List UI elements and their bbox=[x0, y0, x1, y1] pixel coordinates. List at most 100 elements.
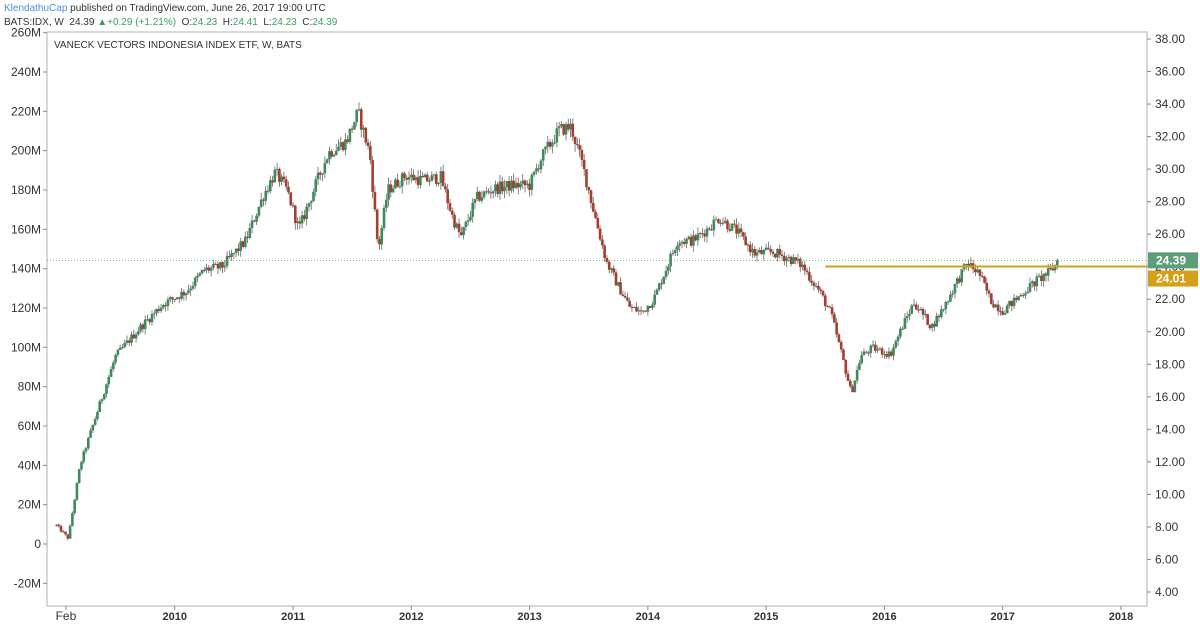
candle-body bbox=[143, 319, 147, 330]
candle-body bbox=[59, 526, 63, 532]
x-tick-label: 2010 bbox=[162, 611, 186, 623]
candle-body bbox=[601, 239, 604, 246]
candle-body bbox=[116, 349, 120, 355]
candle-body bbox=[778, 249, 782, 255]
candle-body bbox=[1037, 275, 1041, 277]
candle-body bbox=[425, 174, 429, 182]
candle-body bbox=[446, 189, 449, 204]
last-price-tag bbox=[1148, 252, 1198, 269]
right-tick-label: 30.00 bbox=[1155, 162, 1185, 176]
candle-body bbox=[630, 306, 634, 308]
candle-body bbox=[758, 250, 761, 253]
left-tick-label: 60M bbox=[18, 419, 41, 433]
candle-body bbox=[496, 184, 500, 195]
candle-body bbox=[494, 184, 497, 192]
publish-line: KlendathuCap published on TradingView.co… bbox=[4, 2, 326, 15]
candle-body bbox=[874, 344, 877, 351]
candle-body bbox=[391, 188, 395, 193]
candle-body bbox=[591, 202, 595, 212]
candle-body bbox=[942, 309, 945, 311]
right-tick-label: 26.00 bbox=[1155, 227, 1185, 241]
candle-body bbox=[1005, 305, 1009, 314]
left-tick-label: 80M bbox=[18, 380, 41, 394]
candle-body bbox=[414, 177, 418, 181]
candle-body bbox=[1015, 297, 1018, 300]
candle-body bbox=[127, 340, 131, 343]
candle-body bbox=[437, 183, 440, 185]
candle-body bbox=[698, 233, 702, 235]
candle-body bbox=[314, 179, 318, 192]
candle-body bbox=[901, 328, 904, 330]
candle-body bbox=[673, 250, 677, 254]
candle-body bbox=[858, 363, 861, 370]
candle-body bbox=[623, 296, 627, 298]
candle-body bbox=[64, 531, 67, 535]
x-tick-label: 2017 bbox=[990, 611, 1014, 623]
candle-body bbox=[978, 269, 982, 276]
candle-body bbox=[189, 288, 192, 291]
candle-body bbox=[89, 430, 92, 438]
candle-body bbox=[835, 322, 838, 335]
chart-header: KlendathuCap published on TradingView.co… bbox=[0, 0, 1200, 32]
candle-body bbox=[457, 223, 461, 233]
candle-body bbox=[1044, 273, 1048, 276]
candle-body bbox=[489, 192, 493, 194]
candle-body bbox=[337, 146, 340, 151]
candle-body bbox=[387, 184, 390, 200]
candle-body bbox=[705, 228, 709, 237]
candle-body bbox=[423, 174, 427, 178]
candle-body bbox=[157, 309, 161, 311]
candle-body bbox=[660, 283, 663, 285]
candle-body bbox=[887, 351, 891, 357]
candle-body bbox=[303, 215, 306, 220]
right-tick-label: 6.00 bbox=[1155, 552, 1179, 566]
candle-body bbox=[243, 236, 247, 247]
plot-area[interactable] bbox=[46, 31, 1148, 607]
candle-body bbox=[723, 220, 727, 223]
publish-info: published on TradingView.com, June 26, 2… bbox=[70, 3, 326, 14]
candle-body bbox=[546, 141, 550, 147]
candle-body bbox=[805, 270, 809, 273]
candle-body bbox=[737, 228, 741, 234]
candle-body bbox=[118, 347, 122, 350]
candle-body bbox=[396, 179, 399, 187]
candle-body bbox=[987, 290, 991, 294]
candle-body bbox=[1012, 297, 1016, 307]
candle-body bbox=[293, 205, 297, 224]
candle-body bbox=[1040, 275, 1043, 281]
candle-body bbox=[905, 316, 909, 319]
candle-body bbox=[191, 285, 195, 289]
candle-body bbox=[478, 191, 481, 201]
author-link[interactable]: KlendathuCap bbox=[4, 3, 68, 14]
candle-body bbox=[1021, 295, 1025, 297]
candle-body bbox=[730, 223, 734, 231]
left-tick-label: 260M bbox=[11, 26, 41, 40]
candle-body bbox=[958, 278, 961, 283]
candle-body bbox=[91, 424, 95, 431]
candle-body bbox=[560, 124, 563, 127]
candle-body bbox=[432, 174, 436, 176]
right-tick-label: 36.00 bbox=[1155, 65, 1185, 79]
candle-body bbox=[207, 267, 211, 271]
candle-body bbox=[903, 318, 907, 329]
candle-body bbox=[657, 283, 661, 290]
candle-body bbox=[726, 220, 729, 230]
candle-body bbox=[428, 180, 431, 182]
left-tick-label: 240M bbox=[11, 65, 41, 79]
candle-body bbox=[325, 159, 329, 163]
candle-body bbox=[753, 249, 757, 256]
candle-body bbox=[309, 201, 313, 204]
candle-body bbox=[664, 270, 668, 277]
candle-body bbox=[510, 180, 513, 191]
candle-body bbox=[98, 401, 101, 413]
candle-body bbox=[585, 169, 588, 188]
candle-body bbox=[378, 239, 381, 245]
candle-body bbox=[530, 174, 534, 190]
candle-body bbox=[844, 359, 848, 374]
candle-body bbox=[564, 124, 568, 135]
candle-body bbox=[521, 180, 525, 184]
candle-body bbox=[767, 247, 770, 250]
candle-body bbox=[896, 336, 900, 342]
candle-body bbox=[555, 128, 559, 143]
